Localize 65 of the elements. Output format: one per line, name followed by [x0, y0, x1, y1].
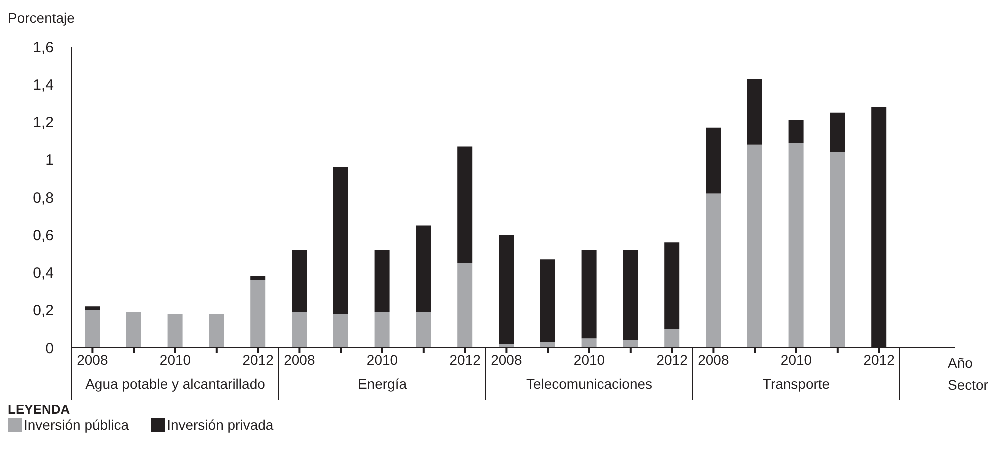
y-tick-label: 0,6	[33, 227, 54, 244]
bar	[458, 146, 473, 264]
bar	[85, 310, 100, 348]
y-tick-label: 1,6	[33, 39, 54, 56]
y-tick-label: 1	[46, 152, 54, 170]
y-tick-label: 0	[46, 340, 54, 358]
bar	[250, 280, 266, 348]
text: Agua potable y alcantarillado	[86, 376, 266, 392]
y-tick-label: 1,2	[33, 114, 54, 132]
bar	[706, 194, 721, 348]
bar	[374, 312, 390, 348]
y-tick-label: 1,4	[33, 76, 54, 94]
bar	[126, 312, 142, 348]
x-tick-label: 2008	[77, 352, 108, 368]
y-tick-label: 0,8	[33, 190, 54, 207]
bar	[747, 78, 762, 145]
bar	[416, 226, 432, 312]
x-tick-label: 2008	[284, 352, 316, 368]
y-tick-label: 0,2	[33, 302, 54, 320]
x-tick-label: 2012	[242, 352, 274, 368]
bar	[292, 312, 307, 348]
x-tick-label: 2008	[491, 352, 522, 368]
bar	[499, 344, 514, 348]
bar	[333, 167, 348, 314]
bar	[168, 314, 183, 348]
legend-title: LEYENDA	[8, 402, 72, 417]
bar	[209, 314, 224, 348]
x-tick-label: 2008	[698, 352, 730, 368]
bar	[540, 260, 556, 342]
x-tick-label: 2010	[366, 352, 398, 368]
bar	[623, 250, 638, 340]
x-tick-label: 2012	[656, 352, 688, 368]
bar	[333, 314, 348, 348]
text: Energía	[358, 376, 408, 392]
bar	[85, 306, 100, 310]
x-tick-label: 2010	[574, 352, 606, 368]
x-tick-label: 2010	[160, 352, 192, 368]
text: Sector	[948, 377, 989, 393]
bar	[458, 263, 473, 348]
x-tick-label: 2012	[864, 352, 896, 368]
bar	[582, 250, 597, 339]
x-tick-label: 2010	[780, 352, 812, 368]
bar	[250, 276, 266, 280]
y-axis-title: Porcentaje	[8, 10, 75, 26]
bar	[788, 120, 804, 143]
bar	[664, 329, 680, 348]
y-tick-label: 0,4	[33, 265, 54, 282]
bar	[582, 338, 597, 348]
bar	[830, 152, 846, 348]
x-axis-title: Año	[948, 355, 974, 371]
bar	[830, 112, 846, 152]
legend-label: Inversión pública	[24, 417, 130, 433]
text: Transporte	[762, 376, 830, 392]
x-tick-label: 2012	[450, 352, 482, 368]
bar	[416, 312, 432, 348]
bar	[499, 235, 514, 344]
bar	[623, 340, 638, 348]
bar	[706, 128, 721, 194]
bar	[747, 144, 762, 348]
text: Telecomunicaciones	[526, 376, 653, 392]
bar	[292, 250, 307, 312]
legend-label: Inversión privada	[167, 417, 274, 433]
bar	[664, 242, 680, 330]
bar	[374, 250, 390, 312]
bar	[788, 142, 804, 348]
